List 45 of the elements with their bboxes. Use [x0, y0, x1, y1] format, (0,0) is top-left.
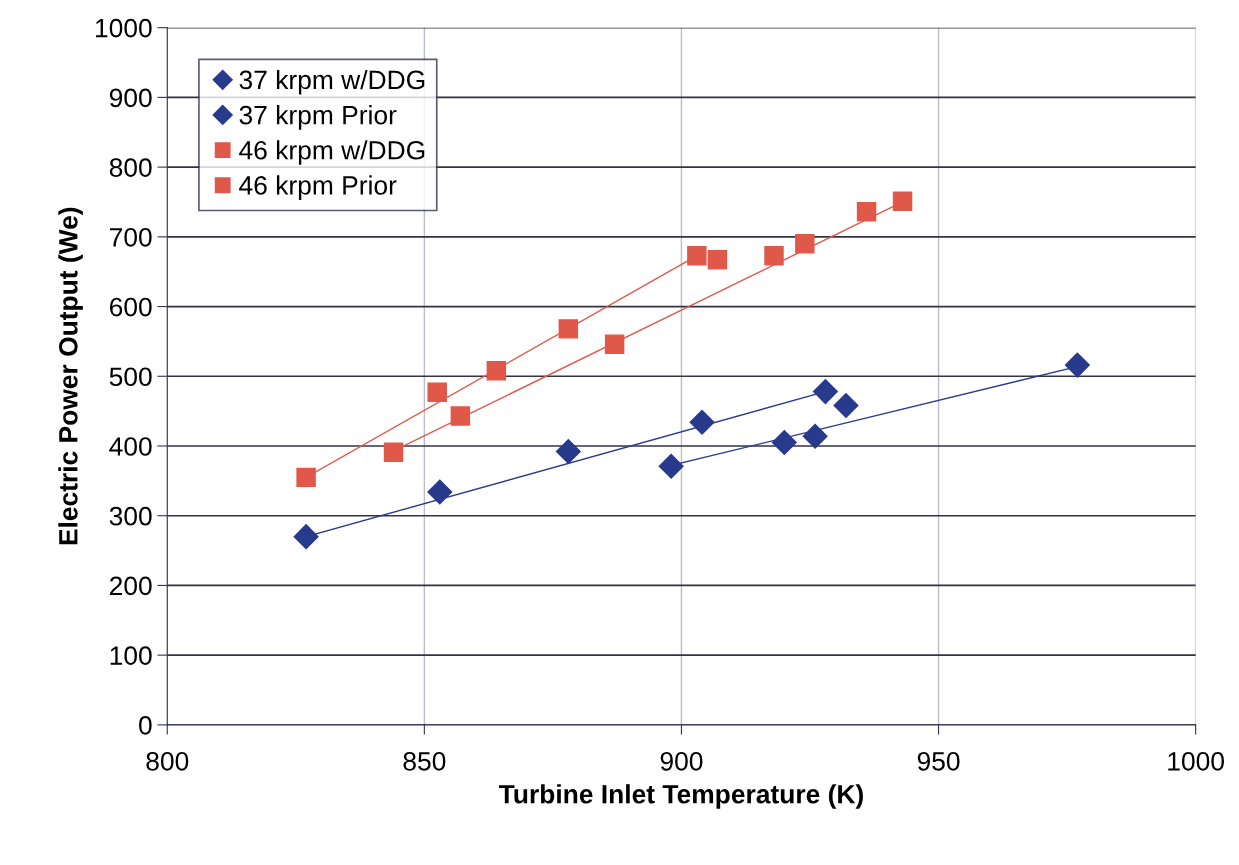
point — [892, 191, 913, 212]
x-tick-label: 900 — [660, 751, 703, 771]
y-axis-title: Electric Power Output (We) — [58, 207, 83, 545]
legend-label: 46 krpm w/DDG — [239, 140, 425, 165]
point — [383, 442, 404, 462]
legend-label: 37 krpm Prior — [239, 105, 397, 130]
y-tick-label: 300 — [109, 506, 152, 526]
x-tick-label: 850 — [403, 751, 446, 771]
x-axis-title: Turbine Inlet Temperature (K) — [498, 784, 863, 809]
x-tick-label: 1000 — [1168, 751, 1224, 771]
point — [687, 245, 707, 266]
point — [486, 360, 507, 381]
legend-label: 46 krpm Prior — [239, 175, 397, 200]
point — [795, 234, 815, 254]
x-tick-label: 950 — [917, 751, 960, 771]
point — [856, 202, 877, 222]
y-tick-label: 400 — [109, 437, 152, 456]
point — [296, 467, 316, 488]
x-tick-label: 800 — [146, 751, 189, 771]
y-tick-label: 0 — [139, 716, 152, 735]
point — [764, 245, 784, 266]
point — [658, 453, 684, 479]
point — [812, 379, 838, 405]
point — [802, 423, 828, 449]
point — [604, 334, 625, 354]
point — [1064, 352, 1090, 378]
point — [833, 393, 859, 419]
point — [771, 430, 797, 455]
point — [558, 319, 579, 339]
y-tick-label: 100 — [110, 646, 152, 665]
y-tick-label: 200 — [109, 576, 152, 596]
y-tick-label: 900 — [109, 88, 152, 108]
point — [293, 524, 319, 550]
point — [707, 250, 728, 270]
y-tick-label: 600 — [110, 297, 152, 317]
y-tick-label: 500 — [109, 367, 152, 387]
y-tick-label: 1000 — [96, 18, 152, 38]
y-tick-label: 700 — [110, 227, 152, 247]
y-tick-label: 800 — [109, 158, 152, 177]
point — [427, 479, 453, 505]
point — [450, 406, 471, 426]
point — [427, 382, 447, 403]
legend-label: 37 krpm w/DDG — [239, 69, 425, 95]
point — [555, 439, 581, 465]
point — [689, 409, 715, 435]
